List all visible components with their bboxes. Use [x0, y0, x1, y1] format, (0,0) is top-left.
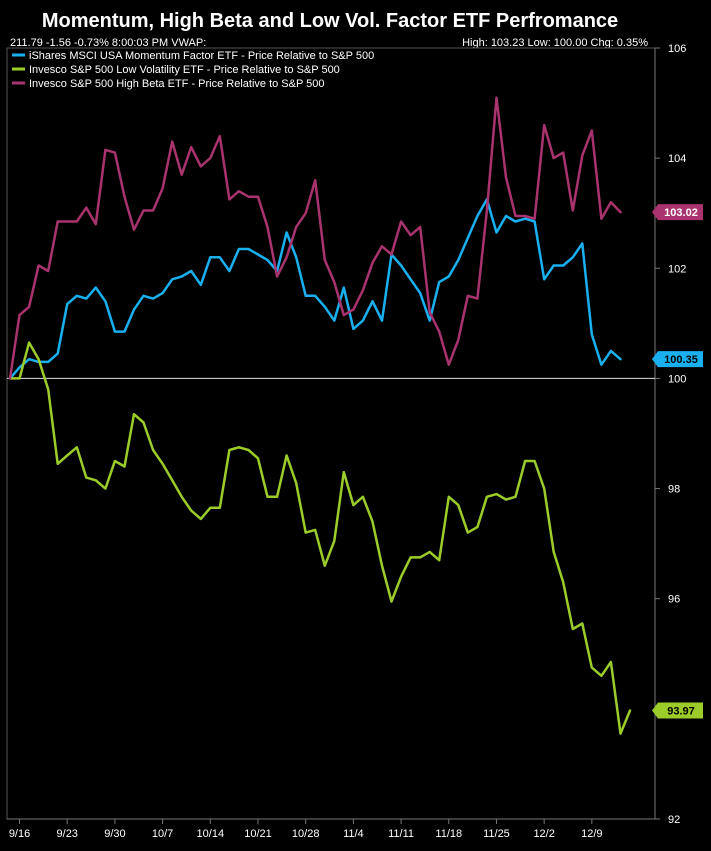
- series-line-3: [8, 96, 622, 380]
- x-tick-label: 11/11: [388, 828, 414, 840]
- y-tick-label: 98: [668, 484, 680, 496]
- legend-entry-2: Invesco S&P 500 Low Volatility ETF - Pri…: [29, 64, 340, 76]
- end-label-tag-3: [652, 204, 703, 221]
- x-tick-label: 9/23: [57, 828, 78, 840]
- y-tick-label: 92: [668, 814, 680, 826]
- x-tick-label: 10/28: [292, 828, 320, 840]
- end-label-value-2: 93.97: [667, 706, 695, 718]
- series-lines: [8, 96, 632, 735]
- x-tick-label: 10/14: [197, 828, 225, 840]
- x-axis: 9/16 9/23 9/30 10/7 10/14 10/21 10/28 11/4 11/11…: [9, 819, 603, 840]
- chart-title: Momentum, High Beta and Low Vol. Factor …: [42, 10, 618, 32]
- y-tick-label: 96: [668, 594, 680, 606]
- x-tick-label: 11/4: [343, 828, 364, 840]
- series-line-1: [8, 198, 622, 380]
- x-tick-label: 9/30: [104, 828, 125, 840]
- x-tick-label: 10/21: [244, 828, 272, 840]
- end-label-value-1: 100.35: [664, 354, 698, 366]
- y-tick-label: 104: [668, 153, 686, 165]
- y-tick-label: 100: [668, 373, 686, 385]
- legend-entry-3: Invesco S&P 500 High Beta ETF - Price Re…: [29, 78, 325, 90]
- price-info-right: High: 103.23 Low: 100.00 Chg: 0.35%: [462, 37, 648, 49]
- legend-entry-1: iShares MSCI USA Momentum Factor ETF - P…: [29, 50, 374, 62]
- x-tick-label: 9/16: [9, 828, 30, 840]
- end-value-labels: 100.35 93.97 103.02: [652, 204, 703, 719]
- series-line-2: [8, 341, 632, 735]
- end-label-tag-1: [652, 351, 703, 368]
- x-tick-label: 12/2: [533, 828, 554, 840]
- legend: iShares MSCI USA Momentum Factor ETF - P…: [12, 50, 374, 90]
- x-tick-label: 11/18: [435, 828, 462, 840]
- x-tick-label: 12/9: [581, 828, 602, 840]
- y-tick-label: 102: [668, 263, 686, 275]
- price-info-left: 211.79 -1.56 -0.73% 8:00:03 PM VWAP:: [10, 37, 206, 49]
- x-tick-label: 10/7: [152, 828, 173, 840]
- y-tick-label: 106: [668, 43, 686, 55]
- end-label-tag-2: [652, 702, 703, 719]
- x-tick-label: 11/25: [483, 828, 510, 840]
- end-label-value-3: 103.02: [664, 207, 698, 219]
